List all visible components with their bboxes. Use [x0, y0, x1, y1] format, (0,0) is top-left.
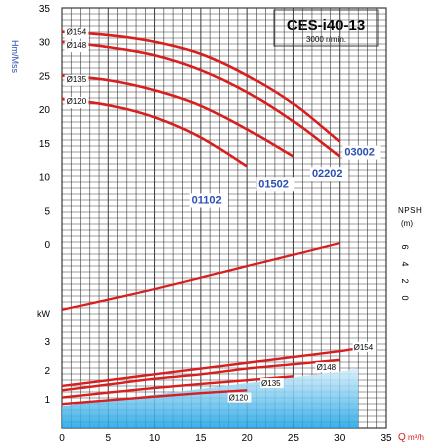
power-label-bg: [315, 362, 340, 373]
power-label-bg: [352, 341, 377, 352]
annotation-bg: [64, 41, 89, 53]
annotation-bg: [64, 74, 89, 86]
annotation-bg: [64, 97, 89, 109]
curve-annotation: Ø135: [67, 75, 87, 84]
power-curve-label: Ø148: [317, 363, 337, 372]
annotation-bg: [256, 177, 295, 192]
curve-annotation: 02202: [312, 168, 343, 180]
npsh-tick-label: 4: [400, 261, 410, 266]
head-tick-label: 20: [39, 105, 51, 116]
power-curve: [61, 347, 359, 388]
power-curve: [61, 358, 340, 392]
q-label: Q: [398, 432, 406, 443]
x-tick-label: 15: [195, 433, 207, 444]
power-curve-label: Ø135: [261, 379, 281, 388]
head-tick-label: 5: [44, 206, 50, 217]
power-label-bg: [227, 392, 252, 403]
curves: [61, 30, 359, 406]
x-tick-label: 0: [59, 433, 65, 444]
curve-annotation: Ø154: [67, 28, 87, 37]
q-unit: m³/h: [408, 433, 424, 442]
power-tick-label: 2: [44, 366, 50, 377]
annotation-bg: [64, 27, 89, 39]
head-tick-label: 0: [44, 240, 50, 251]
x-tick-label: 25: [288, 433, 300, 444]
head-tick-label: 15: [39, 139, 51, 150]
x-tick-label: 5: [106, 433, 112, 444]
power-tick-label: 3: [44, 337, 50, 348]
x-tick-label: 20: [242, 433, 254, 444]
power-shade: [62, 368, 359, 428]
npsh-unit: (m): [401, 219, 413, 228]
title-box: [273, 9, 379, 47]
npsh-label: NPSH: [398, 206, 422, 215]
x-tick-label: 35: [380, 433, 392, 444]
npsh-tick-label: 0: [400, 295, 410, 300]
power-curve: [61, 375, 294, 399]
npsh-tick-label: 6: [400, 244, 410, 249]
annotation-bg: [342, 145, 381, 160]
annotation-bg: [309, 167, 349, 182]
kw-label: kW: [37, 309, 51, 319]
head-tick-label: 30: [39, 38, 51, 49]
x-tick-label: 30: [334, 433, 346, 444]
power-curve-label: Ø120: [229, 394, 249, 403]
x-tick-label: 10: [149, 433, 161, 444]
curve-annotation: 03002: [344, 147, 375, 159]
head-tick-label: 10: [39, 173, 51, 184]
npsh-curve: [61, 242, 340, 311]
head-tick-label: 35: [39, 4, 51, 15]
grid: [61, 7, 387, 429]
curve-annotation: 01102: [192, 194, 222, 206]
head-curve: [61, 97, 248, 168]
head-curve: [61, 30, 341, 143]
power-label-bg: [260, 378, 284, 389]
curve-annotation: Ø120: [67, 97, 87, 106]
annotation-bg: [189, 193, 228, 208]
head-axis-label: Hm/Mss: [10, 40, 20, 73]
power-curve: [61, 389, 248, 406]
curve-annotation: Ø148: [67, 41, 87, 50]
head-curve: [61, 40, 341, 158]
head-curve: [61, 74, 295, 158]
head-tick-label: 25: [39, 71, 51, 82]
speed-label: 3000 r/min.: [306, 35, 346, 44]
chart-title: CES-i40-13: [287, 17, 365, 34]
power-area: [62, 368, 359, 428]
npsh-tick-label: 2: [400, 278, 410, 283]
power-curve-label: Ø154: [354, 343, 374, 352]
power-tick-label: 1: [44, 395, 50, 406]
curve-annotation: 01502: [258, 178, 289, 190]
